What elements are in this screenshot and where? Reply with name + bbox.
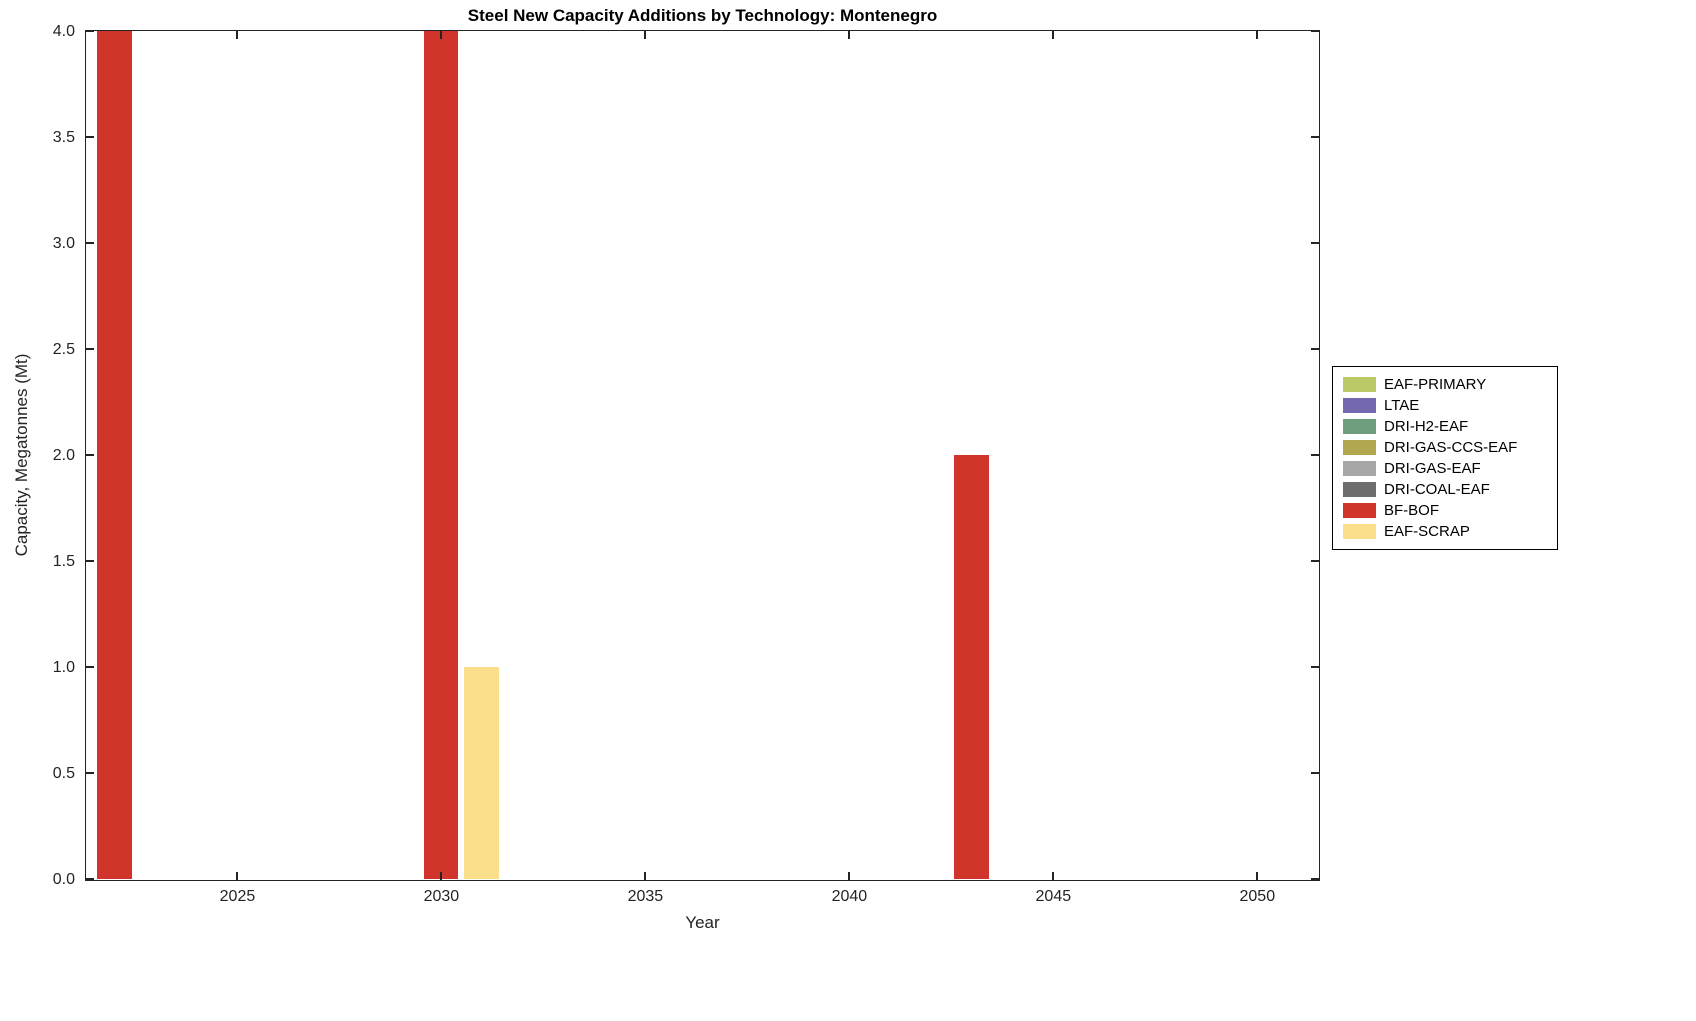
x-tick-label: 2045 — [1035, 888, 1072, 905]
legend-item: EAF-PRIMARY — [1343, 374, 1547, 395]
x-tick-mark-top — [1052, 31, 1054, 39]
legend-swatch — [1343, 398, 1376, 413]
legend-swatch — [1343, 419, 1376, 434]
legend-swatch — [1343, 461, 1376, 476]
x-tick-mark — [440, 872, 442, 880]
chart-title: Steel New Capacity Additions by Technolo… — [467, 6, 938, 25]
x-tick-mark — [1256, 872, 1258, 880]
legend-label: DRI-COAL-EAF — [1384, 481, 1490, 498]
y-tick-mark — [86, 30, 94, 32]
y-tick-label: 2.0 — [52, 446, 75, 464]
y-tick-mark — [86, 136, 94, 138]
y-tick-mark — [86, 772, 94, 774]
x-tick-mark-top — [236, 31, 238, 39]
x-tick-label: 2030 — [423, 888, 460, 905]
y-tick-mark — [86, 666, 94, 668]
legend-label: DRI-GAS-EAF — [1384, 460, 1481, 477]
legend-label: DRI-H2-EAF — [1384, 418, 1469, 435]
x-tick-mark-top — [848, 31, 850, 39]
plot-area — [85, 30, 1320, 881]
y-tick-mark — [86, 560, 94, 562]
y-tick-mark — [86, 348, 94, 350]
y-tick-mark — [86, 454, 94, 456]
y-tick-mark-right — [1311, 454, 1319, 456]
y-tick-mark-right — [1311, 666, 1319, 668]
x-tick-mark-top — [1256, 31, 1258, 39]
y-tick-mark-right — [1311, 772, 1319, 774]
legend-label: EAF-PRIMARY — [1384, 376, 1487, 393]
legend-item: DRI-GAS-CCS-EAF — [1343, 437, 1547, 458]
y-tick-label: 4.0 — [52, 22, 75, 40]
x-tick-mark-top — [440, 31, 442, 39]
legend-item: EAF-SCRAP — [1343, 521, 1547, 542]
bar-bf-bof — [97, 31, 132, 879]
x-tick-mark — [644, 872, 646, 880]
y-tick-label: 0.0 — [52, 870, 75, 888]
legend-swatch — [1343, 377, 1376, 392]
x-tick-mark — [236, 872, 238, 880]
legend-label: BF-BOF — [1384, 502, 1439, 519]
y-axis-label: Capacity, Megatonnes (Mt) — [12, 353, 31, 557]
y-tick-label: 2.5 — [52, 340, 75, 358]
x-tick-mark — [848, 872, 850, 880]
bar-eaf-scrap — [464, 667, 500, 879]
legend-item: DRI-COAL-EAF — [1343, 479, 1547, 500]
bar-bf-bof — [423, 31, 459, 879]
y-tick-mark — [86, 878, 94, 880]
legend-swatch — [1343, 503, 1376, 518]
x-tick-label: 2040 — [831, 888, 868, 905]
bar-bf-bof — [953, 455, 989, 879]
legend-label: EAF-SCRAP — [1384, 523, 1470, 540]
x-tick-label: 2025 — [219, 888, 256, 905]
y-tick-label: 0.5 — [52, 764, 75, 782]
x-tick-label: 2050 — [1239, 888, 1276, 905]
y-tick-mark-right — [1311, 878, 1319, 880]
y-tick-mark-right — [1311, 560, 1319, 562]
x-tick-label: 2035 — [627, 888, 664, 905]
x-tick-mark-top — [644, 31, 646, 39]
y-tick-mark-right — [1311, 30, 1319, 32]
y-tick-label: 3.0 — [52, 234, 75, 252]
legend-item: BF-BOF — [1343, 500, 1547, 521]
x-tick-mark — [1052, 872, 1054, 880]
legend-item: LTAE — [1343, 395, 1547, 416]
legend-label: DRI-GAS-CCS-EAF — [1384, 439, 1518, 456]
x-axis-label: Year — [685, 913, 720, 932]
y-tick-mark-right — [1311, 136, 1319, 138]
legend-swatch — [1343, 524, 1376, 539]
legend-item: DRI-H2-EAF — [1343, 416, 1547, 437]
legend-swatch — [1343, 482, 1376, 497]
y-tick-mark — [86, 242, 94, 244]
y-tick-label: 1.0 — [52, 658, 75, 676]
legend-swatch — [1343, 440, 1376, 455]
y-tick-label: 3.5 — [52, 128, 75, 146]
legend: EAF-PRIMARY LTAE DRI-H2-EAF DRI-GAS-CCS-EAF… — [1332, 366, 1558, 550]
legend-item: DRI-GAS-EAF — [1343, 458, 1547, 479]
y-tick-mark-right — [1311, 348, 1319, 350]
y-tick-label: 1.5 — [52, 552, 75, 570]
y-tick-mark-right — [1311, 242, 1319, 244]
legend-label: LTAE — [1384, 397, 1420, 414]
